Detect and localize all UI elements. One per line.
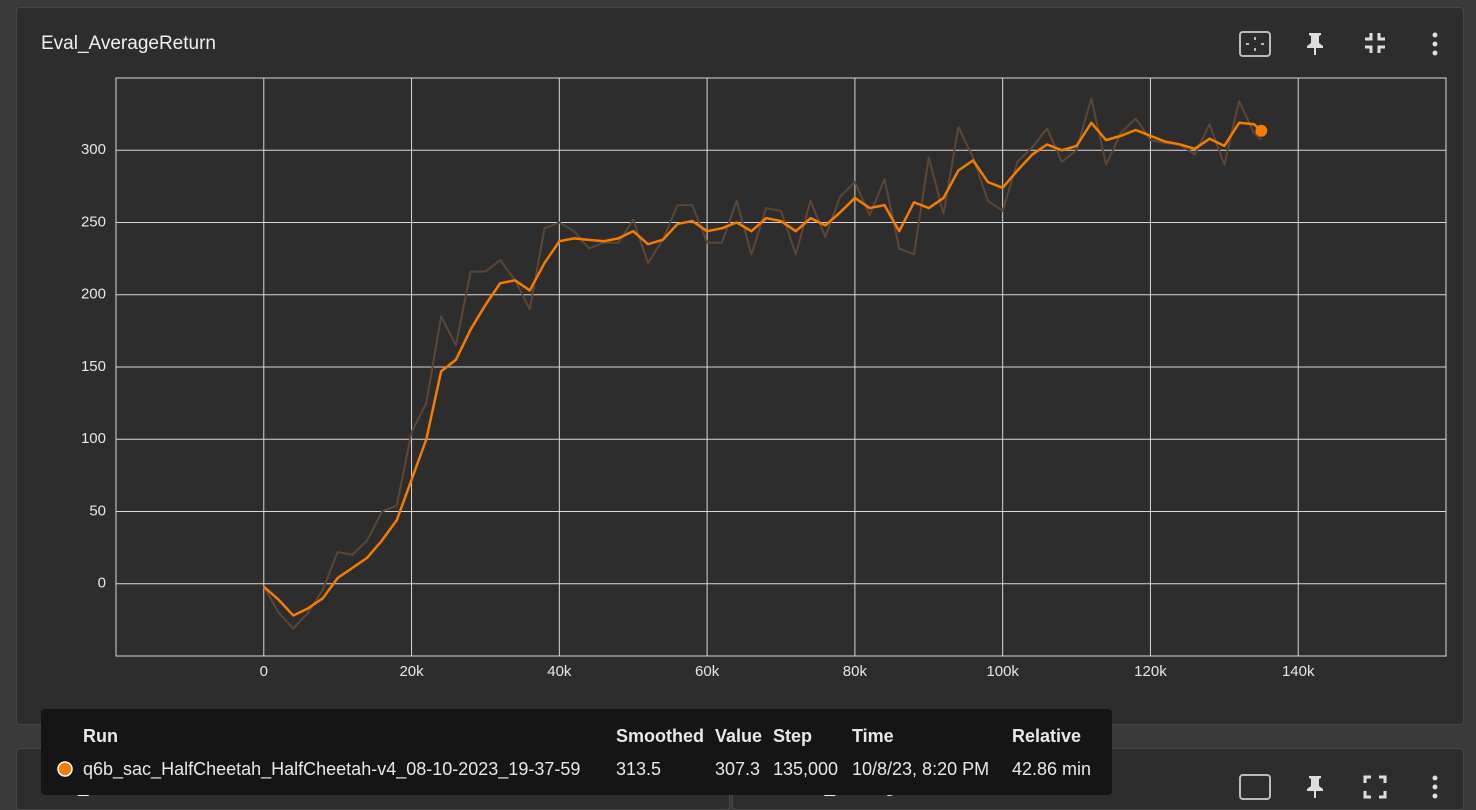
- x-tick-label: 120k: [1134, 663, 1167, 680]
- x-tick-label: 80k: [843, 663, 868, 680]
- y-tick-label: 200: [81, 286, 106, 303]
- pin-button[interactable]: [1304, 774, 1326, 800]
- series-line: [262, 97, 1262, 630]
- pin-button[interactable]: [1304, 31, 1326, 57]
- run-name: q6b_sac_HalfCheetah_HalfCheetah-v4_08-10…: [83, 759, 581, 779]
- y-tick-label: 250: [81, 213, 106, 230]
- menu-button[interactable]: [1428, 30, 1442, 58]
- header: Value: [715, 726, 763, 746]
- step: 135,000: [773, 759, 839, 779]
- header: Smoothed: [616, 726, 704, 746]
- menu-button[interactable]: [1428, 773, 1442, 801]
- header: Time: [852, 726, 894, 746]
- y-tick-label: 50: [89, 502, 106, 519]
- time: 10/8/23, 8:20 PM: [852, 759, 990, 779]
- x-tick-label: 140k: [1282, 663, 1315, 680]
- y-tick-label: 100: [81, 430, 106, 447]
- chart-card: [16, 7, 1464, 725]
- tooltip: Run Smoothed Value Step Time Relative q6…: [41, 709, 1112, 795]
- value: 307.3: [715, 759, 761, 779]
- header: Run: [83, 726, 118, 746]
- fit-domain-button[interactable]: [1238, 30, 1272, 58]
- header: Relative: [1012, 726, 1082, 746]
- x-tick-label: 60k: [695, 663, 720, 680]
- smoothed: 313.5: [616, 759, 662, 779]
- y-tick-label: 150: [81, 358, 106, 375]
- expand-button[interactable]: [1363, 775, 1387, 799]
- y-tick-label: 0: [98, 575, 106, 592]
- run-swatch: [57, 761, 73, 777]
- x-tick-label: 100k: [986, 663, 1019, 680]
- x-tick-label: 0: [260, 663, 268, 680]
- relative: 42.86 min: [1012, 759, 1092, 779]
- collapse-button[interactable]: [1363, 31, 1387, 55]
- y-tick-label: 300: [81, 141, 106, 158]
- header: Step: [773, 726, 813, 746]
- fit-domain-button[interactable]: [1238, 773, 1272, 801]
- chart: 0 50 100 150 200 250 300 0 20k 40k 60k 80k 100k 120k 1…: [81, 77, 1447, 680]
- series-line: [262, 121, 1263, 617]
- x-tick-label: 40k: [547, 663, 572, 680]
- hover-point: [1255, 124, 1268, 137]
- chart-title: Eval_AverageReturn: [41, 33, 216, 54]
- x-tick-label: 20k: [399, 663, 424, 680]
